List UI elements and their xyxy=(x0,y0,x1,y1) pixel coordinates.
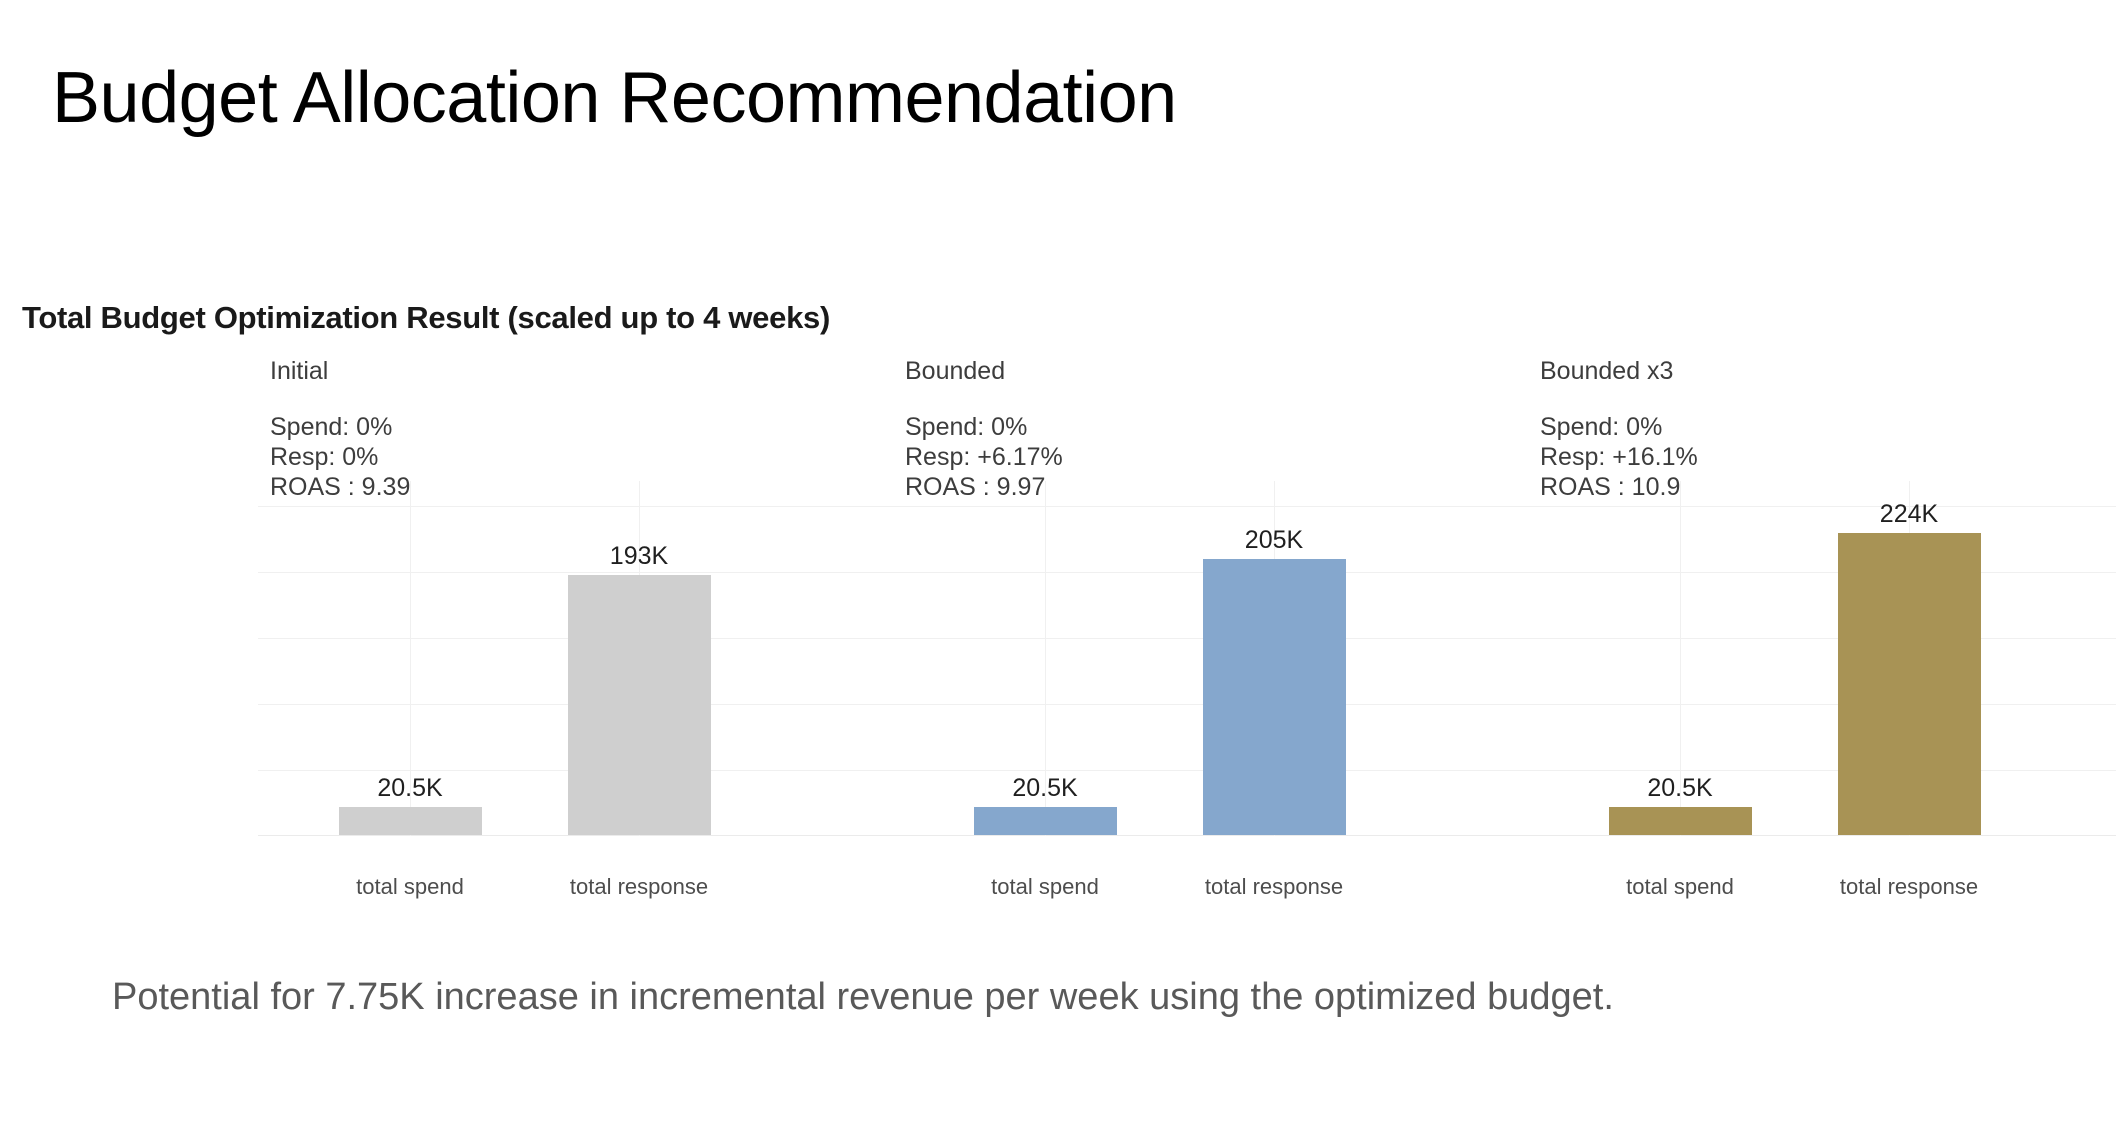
gridline-horizontal xyxy=(1528,572,2116,573)
facet-panel-2: Bounded x3 Spend: 0% Resp: +16.1% ROAS : 10… xyxy=(1528,356,2116,916)
chart-title: Total Budget Optimization Result (scaled… xyxy=(22,300,830,335)
stat-roas: ROAS : 10.9 xyxy=(1540,473,1681,501)
bar-total-spend xyxy=(974,807,1117,835)
bar-value-label: 205K xyxy=(1244,526,1304,554)
plot-area: 20.5K total spend 205K total response xyxy=(893,481,1528,899)
slide-caption: Potential for 7.75K increase in incremen… xyxy=(112,976,1614,1018)
gridline-vertical xyxy=(410,481,411,836)
gridline-horizontal xyxy=(258,572,893,573)
axis-baseline xyxy=(258,835,893,836)
gridline-vertical xyxy=(1680,481,1681,836)
bar-total-spend xyxy=(339,807,482,835)
panel-title: Initial xyxy=(270,357,329,385)
bar-total-response xyxy=(1203,559,1346,835)
bar-value-label: 20.5K xyxy=(1647,774,1713,802)
x-axis-tick-label: total response xyxy=(1839,874,1979,899)
chart-figure: Total Budget Optimization Result (scaled… xyxy=(0,278,2116,918)
stat-resp: Resp: +16.1% xyxy=(1540,443,1698,471)
bar-total-response xyxy=(1838,533,1981,835)
axis-baseline xyxy=(1528,835,2116,836)
stat-roas: ROAS : 9.97 xyxy=(905,473,1046,501)
facet-panel-0: Initial Spend: 0% Resp: 0% ROAS : 9.39 20.5K… xyxy=(258,356,893,916)
gridline-vertical xyxy=(1045,481,1046,836)
axis-baseline xyxy=(893,835,1528,836)
page-title: Budget Allocation Recommendation xyxy=(52,58,1177,138)
panel-title: Bounded x3 xyxy=(1540,357,1674,385)
bar-value-label: 20.5K xyxy=(1012,774,1078,802)
bar-value-label: 193K xyxy=(609,542,669,570)
bar-value-label: 224K xyxy=(1879,500,1939,528)
stat-spend: Spend: 0% xyxy=(1540,413,1663,441)
x-axis-tick-label: total response xyxy=(569,874,709,899)
bar-total-response xyxy=(568,575,711,835)
panel-header: Bounded Spend: 0% Resp: +6.17% ROAS : 9.97 xyxy=(905,356,1305,502)
stat-roas: ROAS : 9.39 xyxy=(270,473,411,501)
panel-stats: Spend: 0% Resp: +6.17% ROAS : 9.97 xyxy=(905,412,1305,502)
panel-header: Initial Spend: 0% Resp: 0% ROAS : 9.39 xyxy=(270,356,670,502)
gridline-horizontal xyxy=(1528,770,2116,771)
panel-stats: Spend: 0% Resp: 0% ROAS : 9.39 xyxy=(270,412,670,502)
gridline-horizontal xyxy=(1528,704,2116,705)
facet-panel-row: Initial Spend: 0% Resp: 0% ROAS : 9.39 20.5K… xyxy=(0,356,2116,916)
panel-header: Bounded x3 Spend: 0% Resp: +16.1% ROAS : 10… xyxy=(1540,356,1940,502)
gridline-horizontal xyxy=(893,506,1528,507)
x-axis-tick-label: total spend xyxy=(1626,874,1734,899)
plot-area: 20.5K total spend 193K total response xyxy=(258,481,893,899)
gridline-horizontal xyxy=(1528,638,2116,639)
facet-panel-1: Bounded Spend: 0% Resp: +6.17% ROAS : 9.97 2… xyxy=(893,356,1528,916)
stat-spend: Spend: 0% xyxy=(905,413,1028,441)
gridline-horizontal xyxy=(258,506,893,507)
stat-resp: Resp: 0% xyxy=(270,443,379,471)
panel-title: Bounded xyxy=(905,357,1006,385)
stat-spend: Spend: 0% xyxy=(270,413,393,441)
gridline-horizontal xyxy=(1528,506,2116,507)
bar-total-spend xyxy=(1609,807,1752,835)
panel-stats: Spend: 0% Resp: +16.1% ROAS : 10.9 xyxy=(1540,412,1940,502)
stat-resp: Resp: +6.17% xyxy=(905,443,1063,471)
bar-value-label: 20.5K xyxy=(377,774,443,802)
x-axis-tick-label: total response xyxy=(1204,874,1344,899)
x-axis-tick-label: total spend xyxy=(356,874,464,899)
plot-area: 20.5K total spend 224K total response xyxy=(1528,481,2116,899)
x-axis-tick-label: total spend xyxy=(991,874,1099,899)
